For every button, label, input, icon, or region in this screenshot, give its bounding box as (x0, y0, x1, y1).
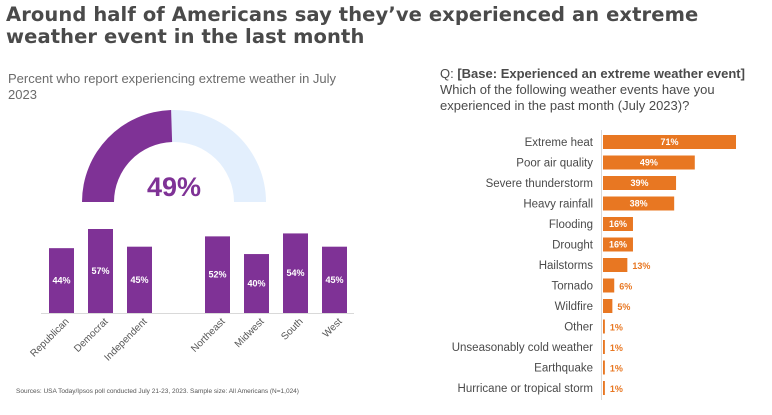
event-label: Poor air quality (516, 158, 593, 170)
category-label: Midwest (233, 316, 267, 350)
bar-republican (49, 248, 74, 313)
event-label: Unseasonably cold weather (452, 342, 593, 354)
bar-value-label: 45% (130, 275, 148, 285)
source-footnote: Sources: USA Today/Ipsos poll conducted … (16, 388, 299, 395)
gauge-subtitle: Percent who report experiencing extreme … (8, 71, 337, 102)
event-value-label: 16% (609, 219, 627, 229)
group-bar-chart: 44%Republican57%Democrat45%Independent52… (28, 229, 354, 363)
question-base: [Base: Experienced an extreme weather ev… (457, 66, 745, 81)
event-label: Tornado (551, 281, 593, 293)
event-bar (603, 319, 605, 334)
event-value-label: 71% (660, 137, 678, 147)
event-bar (603, 217, 633, 231)
bar-midwest (244, 254, 269, 313)
event-bar (603, 299, 613, 313)
events-bar-chart: Extreme heat 71% Poor air quality 49% Severe… (452, 130, 736, 400)
event-value-label: 49% (640, 158, 658, 168)
bar-value-label: 44% (52, 276, 70, 286)
bar-democrat (88, 229, 113, 313)
gauge-track (171, 110, 266, 202)
event-value-label: 6% (619, 282, 632, 292)
event-value-label: 1% (610, 384, 623, 394)
event-label: Earthquake (534, 363, 593, 375)
event-value-label: 1% (610, 323, 623, 333)
event-label: Other (564, 322, 593, 334)
event-value-label: 38% (630, 199, 648, 209)
event-bar (603, 360, 605, 375)
bar-south (283, 233, 308, 313)
event-bar (603, 155, 695, 170)
event-value-label: 1% (610, 343, 623, 353)
event-bar (603, 258, 628, 272)
event-label: Heavy rainfall (523, 199, 593, 211)
category-label: South (279, 316, 305, 342)
bar-independent (127, 246, 152, 313)
event-value-label: 39% (631, 178, 649, 188)
gauge-fill (82, 110, 173, 202)
category-label: Republican (28, 316, 71, 359)
category-label: Democrat (72, 316, 111, 355)
bar-value-label: 57% (91, 266, 109, 276)
event-bar (603, 381, 605, 395)
event-bar (603, 237, 633, 252)
event-label: Hailstorms (539, 260, 594, 272)
chart-title: Around half of Americans say they’ve exp… (6, 3, 699, 48)
gauge-value-label: 49% (147, 172, 201, 202)
category-label: Northeast (189, 316, 228, 355)
category-label: West (321, 316, 345, 340)
event-value-label: 5% (617, 302, 630, 312)
event-bar (603, 196, 675, 211)
question-text: Q: [Base: Experienced an extreme weather… (440, 66, 770, 114)
event-bar (603, 176, 677, 190)
event-value-label: 13% (632, 261, 650, 271)
event-bar (603, 278, 615, 293)
bar-west (322, 246, 347, 313)
event-label: Drought (552, 240, 594, 252)
event-label: Extreme heat (525, 137, 594, 149)
event-bar (603, 135, 736, 149)
event-label: Wildfire (555, 301, 593, 313)
bar-value-label: 40% (247, 279, 265, 289)
bar-value-label: 45% (325, 275, 343, 285)
bar-value-label: 52% (208, 270, 226, 280)
event-label: Hurricane or tropical storm (458, 383, 593, 395)
event-value-label: 16% (609, 240, 627, 250)
question-body: Which of the following weather events ha… (440, 82, 715, 113)
bar-northeast (205, 236, 230, 313)
event-label: Flooding (549, 219, 593, 231)
event-value-label: 1% (610, 364, 623, 374)
question-prefix: Q: (440, 66, 458, 81)
event-bar (603, 340, 605, 354)
event-label: Severe thunderstorm (486, 178, 593, 190)
bar-value-label: 54% (286, 268, 304, 278)
gauge-chart: 49% (82, 110, 266, 202)
